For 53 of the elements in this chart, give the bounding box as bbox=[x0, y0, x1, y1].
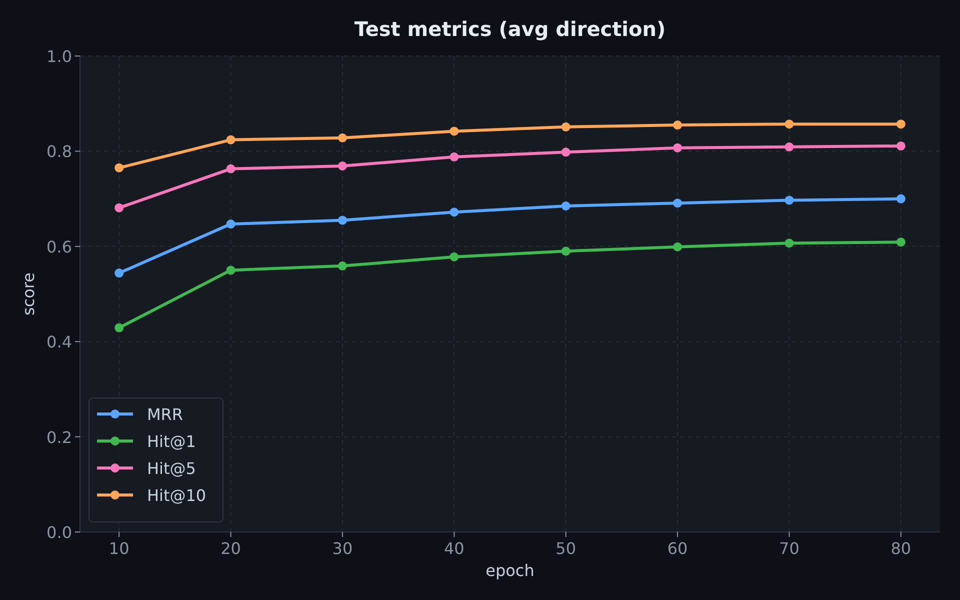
point bbox=[450, 126, 459, 136]
point bbox=[896, 194, 906, 204]
point bbox=[896, 238, 906, 247]
x-tick-label: 80 bbox=[890, 539, 912, 558]
point bbox=[338, 216, 347, 225]
point bbox=[784, 238, 794, 248]
y-tick-label: 0.2 bbox=[46, 428, 72, 447]
point bbox=[896, 120, 906, 129]
x-tick-label: 70 bbox=[779, 539, 800, 558]
x-tick-label: 10 bbox=[108, 539, 130, 558]
point bbox=[114, 323, 124, 332]
x-tick-label: 40 bbox=[444, 539, 464, 558]
point bbox=[784, 120, 794, 129]
legend-label: MRR bbox=[147, 405, 184, 424]
y-axis-title: score bbox=[19, 272, 38, 316]
y-tick-label: 0.6 bbox=[46, 237, 72, 256]
point bbox=[338, 133, 347, 142]
point bbox=[226, 164, 236, 174]
point bbox=[561, 148, 570, 157]
point bbox=[114, 163, 124, 172]
y-tick-label: 0.8 bbox=[46, 142, 72, 162]
legend-label: Hit@5 bbox=[147, 459, 196, 478]
point bbox=[673, 120, 682, 130]
point bbox=[338, 161, 347, 170]
point bbox=[784, 142, 794, 152]
point bbox=[114, 203, 124, 212]
point bbox=[338, 261, 347, 270]
x-tick-label: 20 bbox=[220, 539, 241, 558]
point bbox=[561, 201, 570, 210]
y-tick-label: 0.4 bbox=[46, 332, 72, 352]
point bbox=[450, 208, 459, 217]
chart-title: Test metrics (avg direction) bbox=[354, 17, 666, 41]
legend-label: Hit@10 bbox=[147, 486, 206, 505]
x-tick-label: 30 bbox=[332, 539, 353, 558]
point bbox=[673, 198, 682, 208]
point bbox=[450, 152, 459, 162]
point bbox=[784, 196, 794, 205]
point bbox=[450, 252, 459, 262]
point bbox=[226, 135, 236, 144]
x-tick-label: 60 bbox=[667, 539, 688, 558]
y-tick-label: 1.0 bbox=[46, 47, 72, 66]
legend-label: Hit@1 bbox=[147, 432, 196, 451]
point bbox=[896, 141, 906, 150]
point bbox=[561, 122, 570, 132]
point bbox=[226, 220, 236, 229]
point bbox=[114, 268, 124, 278]
x-axis-title: epoch bbox=[486, 561, 534, 580]
point bbox=[561, 246, 570, 256]
point bbox=[673, 242, 682, 252]
point bbox=[226, 266, 236, 275]
point bbox=[673, 143, 682, 152]
x-tick-label: 50 bbox=[556, 539, 576, 558]
y-tick-label: 0.0 bbox=[46, 523, 72, 542]
